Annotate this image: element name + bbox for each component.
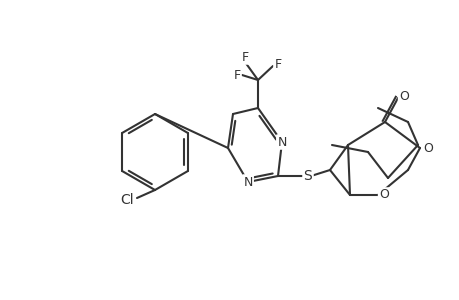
Text: N: N [243, 176, 252, 188]
Text: F: F [274, 58, 281, 70]
Text: F: F [241, 50, 248, 64]
Text: O: O [378, 188, 388, 202]
Text: S: S [303, 169, 312, 183]
Text: Cl: Cl [120, 193, 134, 207]
Text: O: O [422, 142, 432, 154]
Text: F: F [233, 68, 240, 82]
Text: O: O [398, 89, 408, 103]
Text: N: N [277, 136, 286, 148]
